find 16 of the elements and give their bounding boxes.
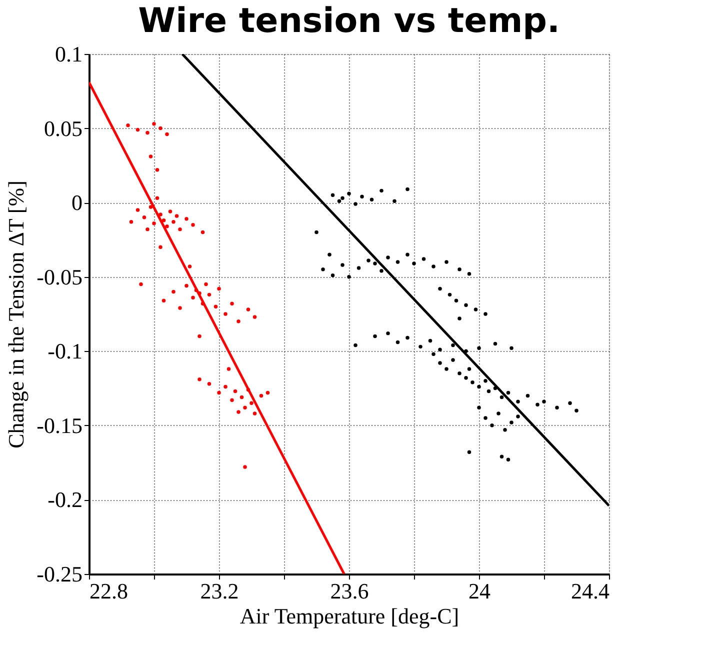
chart-title: Wire tension vs temp. (138, 1, 560, 41)
x-tick-label: 23.6 (330, 578, 369, 604)
y-tick-label: -0.2 (48, 487, 82, 512)
x-tick-label: 23.2 (200, 578, 239, 604)
x-tick-label: 24 (468, 578, 490, 604)
y-tick-label: 0.1 (55, 42, 82, 66)
x-tick-label: 22.8 (90, 578, 128, 604)
y-tick-label: -0.25 (36, 562, 82, 586)
y-tick-label: 0 (72, 190, 82, 216)
x-tick-label: 24.4 (571, 578, 610, 604)
y-tick-label: -0.1 (48, 338, 82, 364)
x-axis-title: Air Temperature [deg-C] (240, 604, 460, 628)
y-tick-label: 0.05 (44, 116, 82, 141)
y-tick-label: -0.15 (36, 412, 82, 438)
y-axis-title: Change in the Tension ΔT [%] (4, 180, 29, 448)
y-tick-label: -0.05 (36, 264, 82, 290)
